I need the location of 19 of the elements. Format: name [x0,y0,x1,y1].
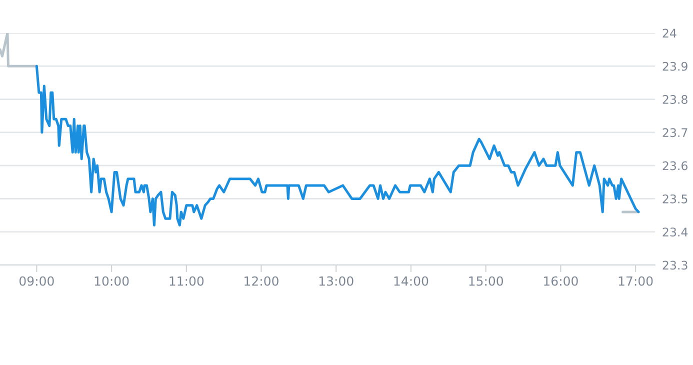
y-tick-label: 23.6 [662,161,688,170]
line-series [0,33,38,68]
line-series [35,64,640,226]
x-tick-label: 11:00 [170,276,204,286]
y-tick-label: 23.7 [662,128,688,138]
x-tick-label: 14:00 [394,276,428,286]
y-tick-label: 23.8 [662,95,688,104]
y-tick-label: 23.9 [662,62,688,71]
x-tick-label: 09:00 [19,276,54,286]
x-tick-label: 12:00 [244,276,278,286]
x-tick-label: 15:00 [469,276,504,286]
y-tick-label: 23.4 [662,228,688,237]
x-tick-label: 16:00 [544,276,578,286]
x-tick-label: 13:00 [319,276,354,286]
y-tick-label: 23.3 [662,260,688,270]
y-tick-label: 24 [662,28,676,38]
y-tick-label: 23.5 [662,194,688,204]
x-tick-label: 17:00 [618,276,653,286]
x-tick-label: 10:00 [94,276,129,286]
